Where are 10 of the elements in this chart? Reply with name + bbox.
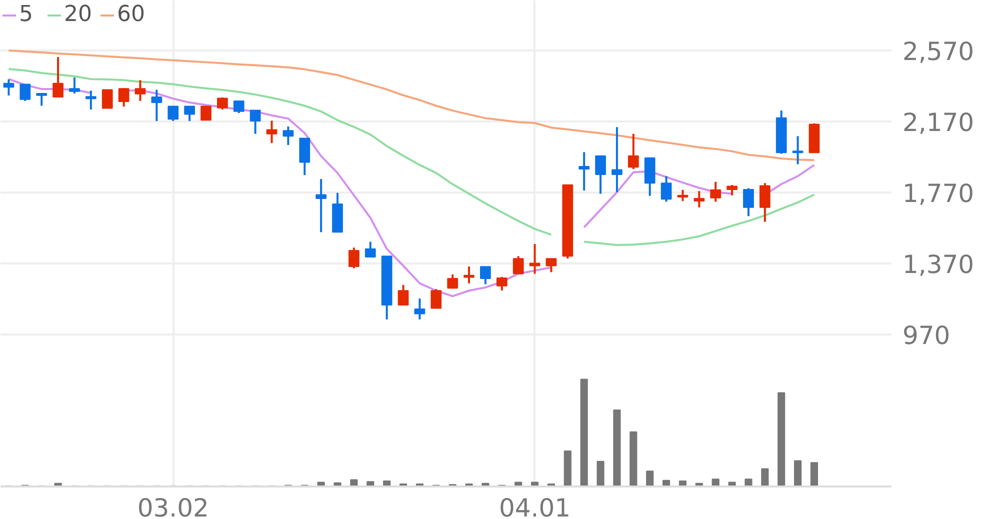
y-tick-label: 1,370	[902, 250, 974, 280]
legend-label: 5	[19, 2, 34, 27]
y-tick-label: 2,170	[902, 108, 974, 137]
x-tick-label: 04.01	[498, 494, 571, 519]
legend-label: 20	[64, 2, 92, 27]
y-tick-label: 2,570	[902, 36, 974, 66]
y-tick-label: 970	[902, 321, 950, 350]
legend-label: 60	[117, 2, 145, 27]
x-tick-label: 03.02	[137, 494, 209, 519]
y-tick-label: 1,770	[902, 179, 974, 208]
